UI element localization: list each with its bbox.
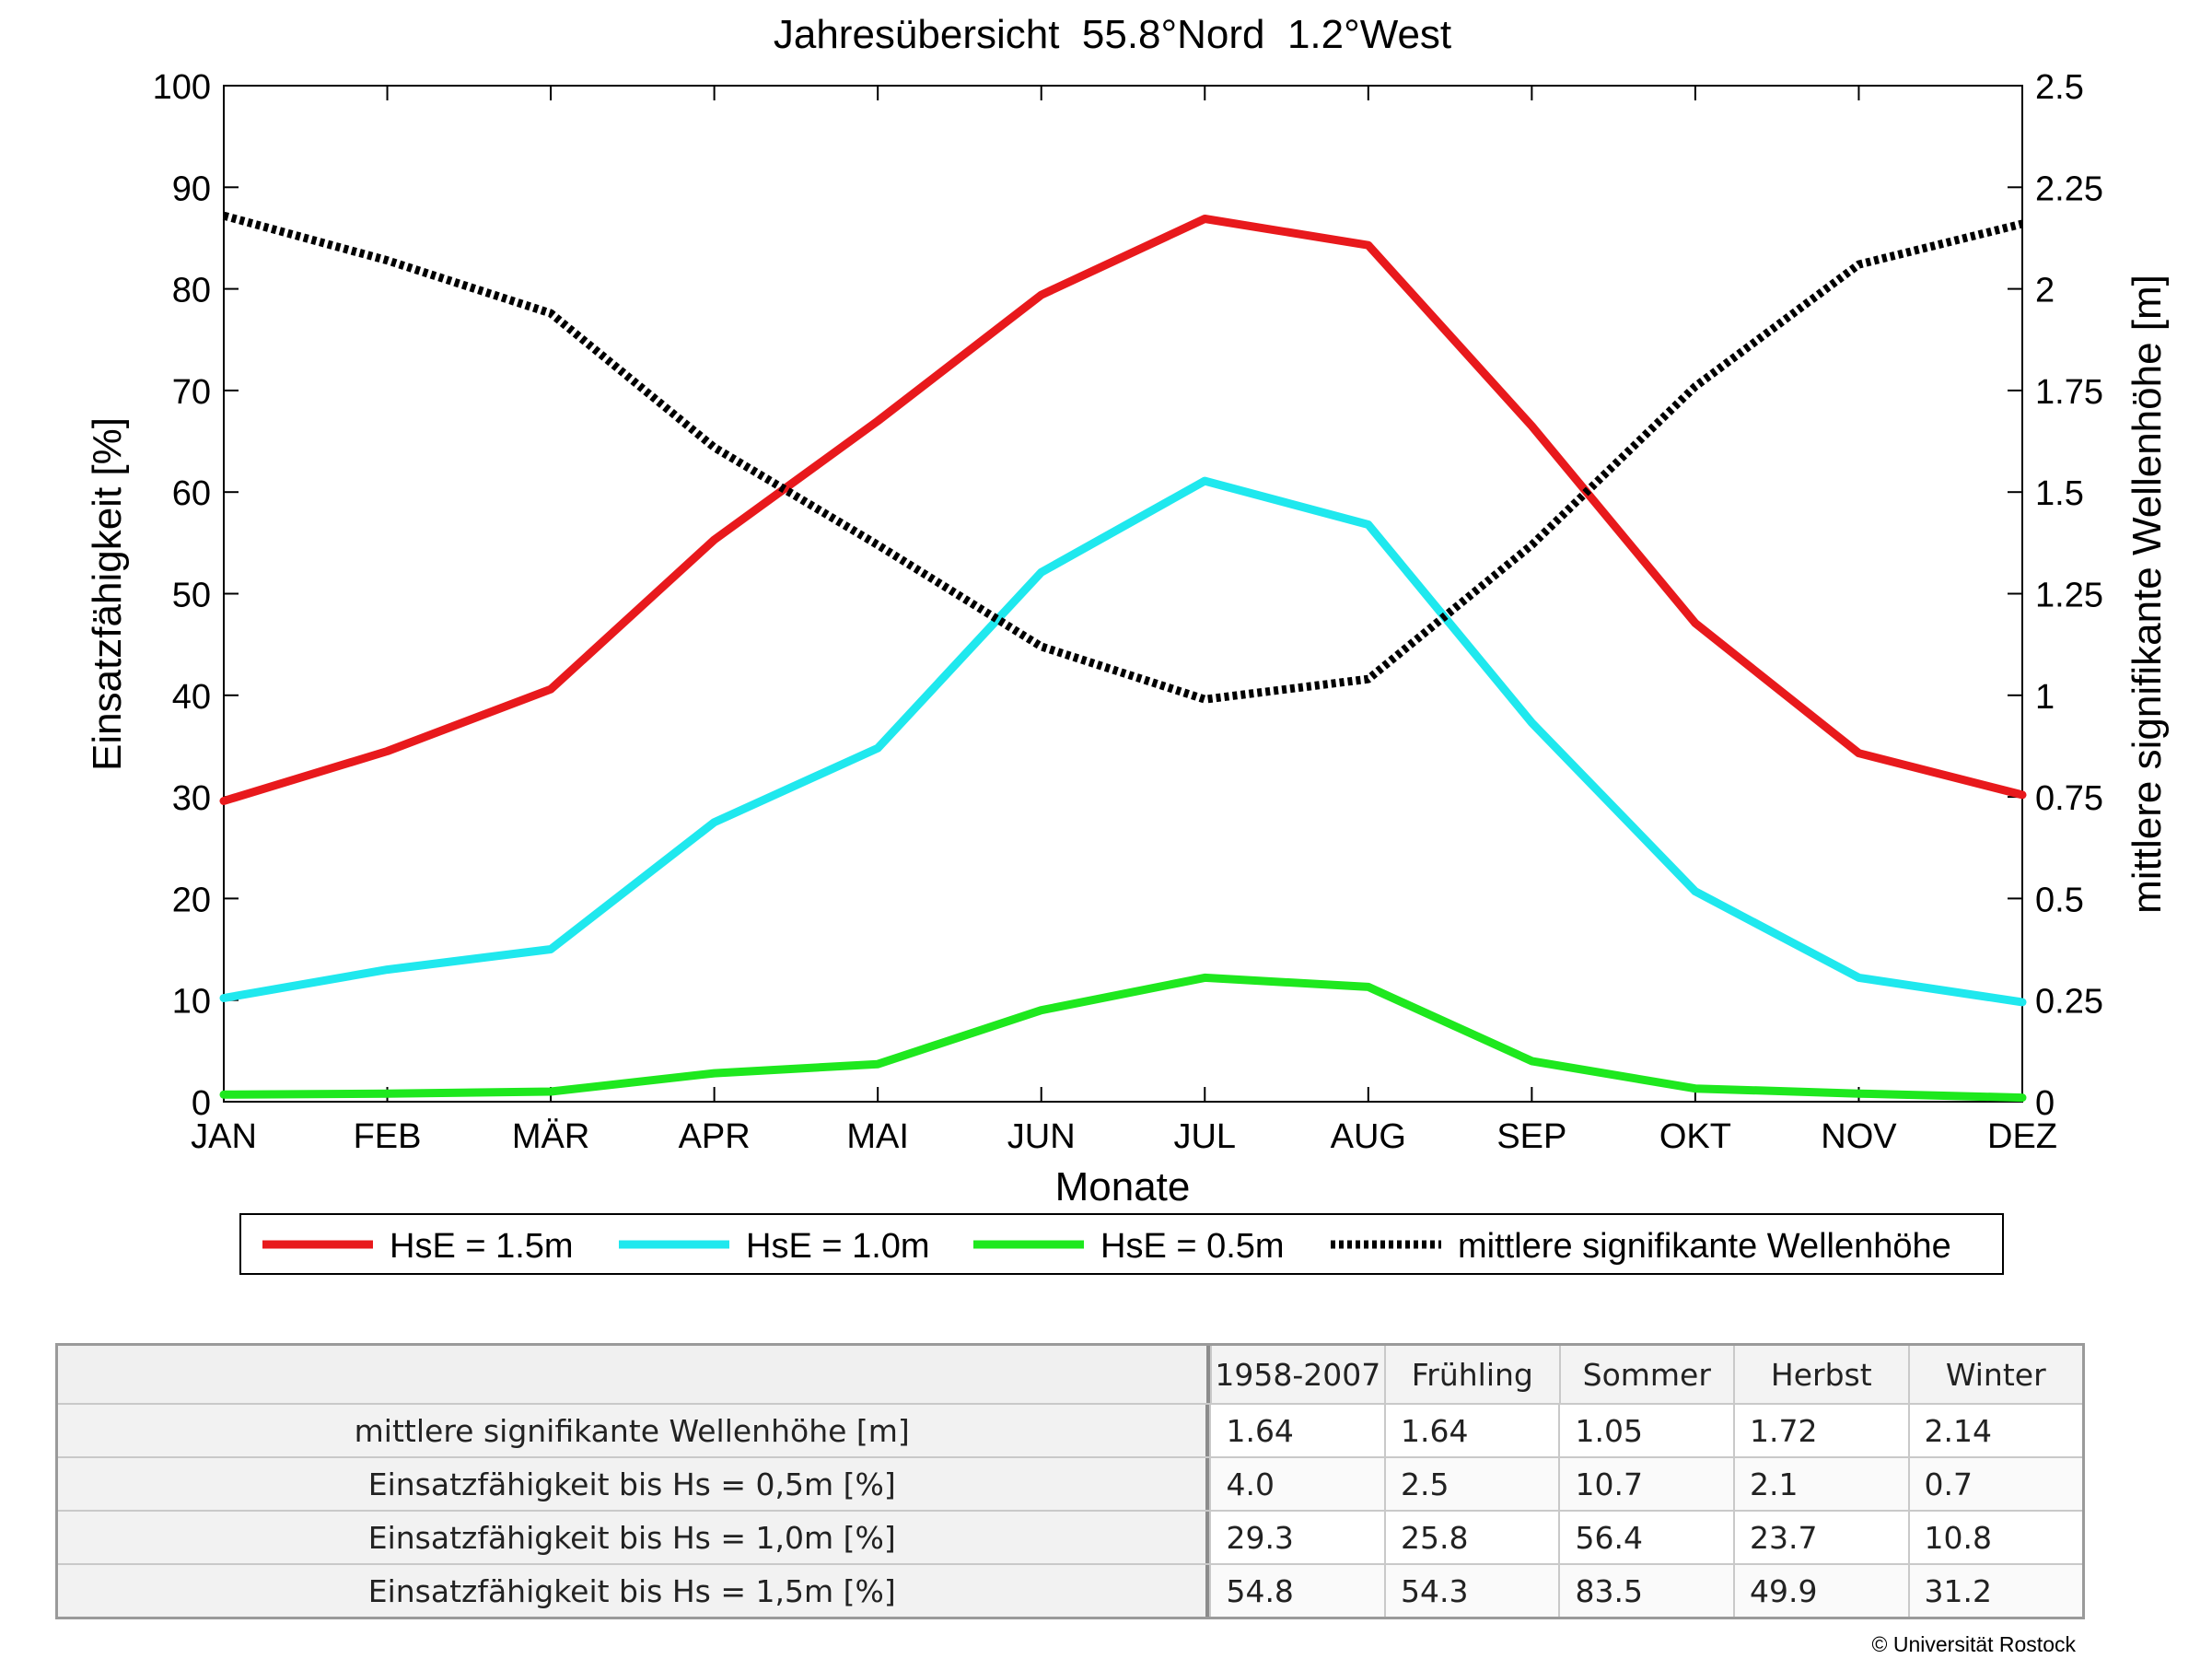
x-axis-label: Monate xyxy=(1055,1164,1191,1209)
table-cell: 1.64 xyxy=(1209,1405,1384,1456)
x-axis-ticks: JAN FEB MÄR APR MAI JUN JUL AUG SEP OKT NOV DEZ xyxy=(191,86,2057,1156)
table-row: mittlere signifikante Wellenhöhe [m] 1.6… xyxy=(58,1403,2082,1456)
legend-label: HsE = 0.5m xyxy=(1100,1227,1285,1266)
table-row-label: Einsatzfähigkeit bis Hs = 1,0m [%] xyxy=(58,1512,1210,1563)
series-layer xyxy=(219,211,2027,1103)
x-tick-label: JUL xyxy=(1173,1117,1236,1156)
table-column-header: Winter xyxy=(1907,1346,2082,1403)
legend-label: mittlere signifikante Wellenhöhe xyxy=(1458,1227,1951,1266)
table-cell: 4.0 xyxy=(1209,1458,1384,1510)
legend: HsE = 1.5m HsE = 1.0m HsE = 0.5m mittlere s… xyxy=(262,1227,1951,1266)
table-header-row: 1958-2007 Frühling Sommer Herbst Winter xyxy=(58,1346,2082,1403)
right-tick-label: 0 xyxy=(2035,1084,2055,1123)
series-line-0 xyxy=(219,215,2027,805)
x-tick-label: AUG xyxy=(1331,1117,1406,1156)
left-tick-label: 60 xyxy=(172,474,211,513)
right-tick-label: 2 xyxy=(2035,272,2055,310)
table-cell: 29.3 xyxy=(1209,1512,1384,1563)
x-tick-label: APR xyxy=(679,1117,751,1156)
table-cell: 2.5 xyxy=(1383,1458,1559,1510)
table-row-label: Einsatzfähigkeit bis Hs = 1,5m [%] xyxy=(58,1565,1210,1617)
left-axis-ticks: 0 10 20 30 40 50 60 70 80 90 100 xyxy=(153,68,2022,1123)
x-tick-label: JUN xyxy=(1007,1117,1076,1156)
plot-area xyxy=(223,85,2023,1103)
x-tick-label: MAI xyxy=(846,1117,909,1156)
left-axis-label: Einsatzfähigkeit [%] xyxy=(85,417,130,771)
table-cell: 25.8 xyxy=(1383,1512,1559,1563)
series-line-3 xyxy=(222,211,2024,704)
left-tick-label: 50 xyxy=(172,577,211,615)
x-tick-label: NOV xyxy=(1821,1117,1897,1156)
legend-label: HsE = 1.0m xyxy=(746,1227,930,1266)
right-tick-label: 0.5 xyxy=(2035,881,2084,919)
table-cell: 54.3 xyxy=(1383,1565,1559,1617)
right-tick-label: 2.5 xyxy=(2035,68,2084,107)
table-cell: 0.7 xyxy=(1907,1458,2083,1510)
table-column-header: Herbst xyxy=(1733,1346,1908,1403)
series-line-2 xyxy=(219,973,2027,1103)
summary-table: 1958-2007 Frühling Sommer Herbst Winter … xyxy=(55,1343,2085,1619)
right-tick-label: 1.5 xyxy=(2035,474,2084,513)
left-tick-label: 40 xyxy=(172,678,211,717)
table-row: Einsatzfähigkeit bis Hs = 0,5m [%] 4.0 2… xyxy=(58,1456,2083,1510)
right-tick-label: 1.25 xyxy=(2035,577,2103,615)
x-tick-label: JAN xyxy=(191,1117,257,1156)
x-tick-label: FEB xyxy=(354,1117,422,1156)
right-axis-label: mittlere signifikante Wellenhöhe [m] xyxy=(2125,275,2170,914)
left-tick-label: 90 xyxy=(172,169,211,208)
table-cell: 2.14 xyxy=(1907,1405,2083,1456)
table-corner-cell xyxy=(58,1346,1210,1403)
copyright-credit: © Universität Rostock xyxy=(1871,1632,2076,1656)
table-cell: 83.5 xyxy=(1558,1565,1733,1617)
right-tick-label: 1 xyxy=(2035,678,2055,717)
table-row: Einsatzfähigkeit bis Hs = 1,0m [%] 29.3 … xyxy=(58,1510,2082,1563)
table-cell: 49.9 xyxy=(1733,1565,1908,1617)
table-row-label: mittlere signifikante Wellenhöhe [m] xyxy=(58,1405,1210,1456)
x-tick-label: SEP xyxy=(1496,1117,1566,1156)
left-tick-label: 100 xyxy=(153,68,211,107)
table-cell: 1.72 xyxy=(1733,1405,1908,1456)
table-row: Einsatzfähigkeit bis Hs = 1,5m [%] 54.8 … xyxy=(58,1563,2083,1617)
right-axis-ticks: 0 0.25 0.5 0.75 1 1.25 1.5 1.75 2 2.25 2.5 xyxy=(2035,68,2103,1123)
table-column-header: 1958-2007 xyxy=(1209,1346,1385,1403)
x-tick-label: MÄR xyxy=(512,1117,589,1156)
left-tick-label: 80 xyxy=(172,272,211,310)
table-row-label: Einsatzfähigkeit bis Hs = 0,5m [%] xyxy=(58,1458,1210,1510)
table-column-header: Frühling xyxy=(1384,1346,1559,1403)
table-cell: 56.4 xyxy=(1558,1512,1733,1563)
x-tick-label: OKT xyxy=(1659,1117,1731,1156)
left-tick-label: 20 xyxy=(172,881,211,919)
legend-label: HsE = 1.5m xyxy=(390,1227,574,1266)
table-cell: 23.7 xyxy=(1733,1512,1908,1563)
legend-box xyxy=(239,1213,2004,1275)
chart-title: Jahresübersicht 55.8°Nord 1.2°West xyxy=(774,12,1451,57)
table-cell: 10.7 xyxy=(1558,1458,1733,1510)
left-tick-label: 70 xyxy=(172,373,211,412)
table-cell: 2.1 xyxy=(1733,1458,1908,1510)
table-cell: 1.64 xyxy=(1383,1405,1559,1456)
table-cell: 54.8 xyxy=(1209,1565,1384,1617)
right-tick-label: 1.75 xyxy=(2035,373,2103,412)
right-tick-label: 2.25 xyxy=(2035,169,2103,208)
left-tick-label: 10 xyxy=(172,983,211,1022)
right-tick-label: 0.25 xyxy=(2035,983,2103,1022)
right-tick-label: 0.75 xyxy=(2035,779,2103,818)
table-cell: 10.8 xyxy=(1907,1512,2083,1563)
wave-chart: Jahresübersicht 55.8°Nord 1.2°West 01020… xyxy=(85,12,2170,1275)
table-cell: 31.2 xyxy=(1907,1565,2083,1617)
x-tick-label: DEZ xyxy=(1987,1117,2057,1156)
table-column-header: Sommer xyxy=(1558,1346,1734,1403)
table-cell: 1.05 xyxy=(1558,1405,1733,1456)
left-tick-label: 0 xyxy=(192,1084,211,1123)
left-tick-label: 30 xyxy=(172,779,211,818)
series-line-1 xyxy=(219,476,2027,1007)
